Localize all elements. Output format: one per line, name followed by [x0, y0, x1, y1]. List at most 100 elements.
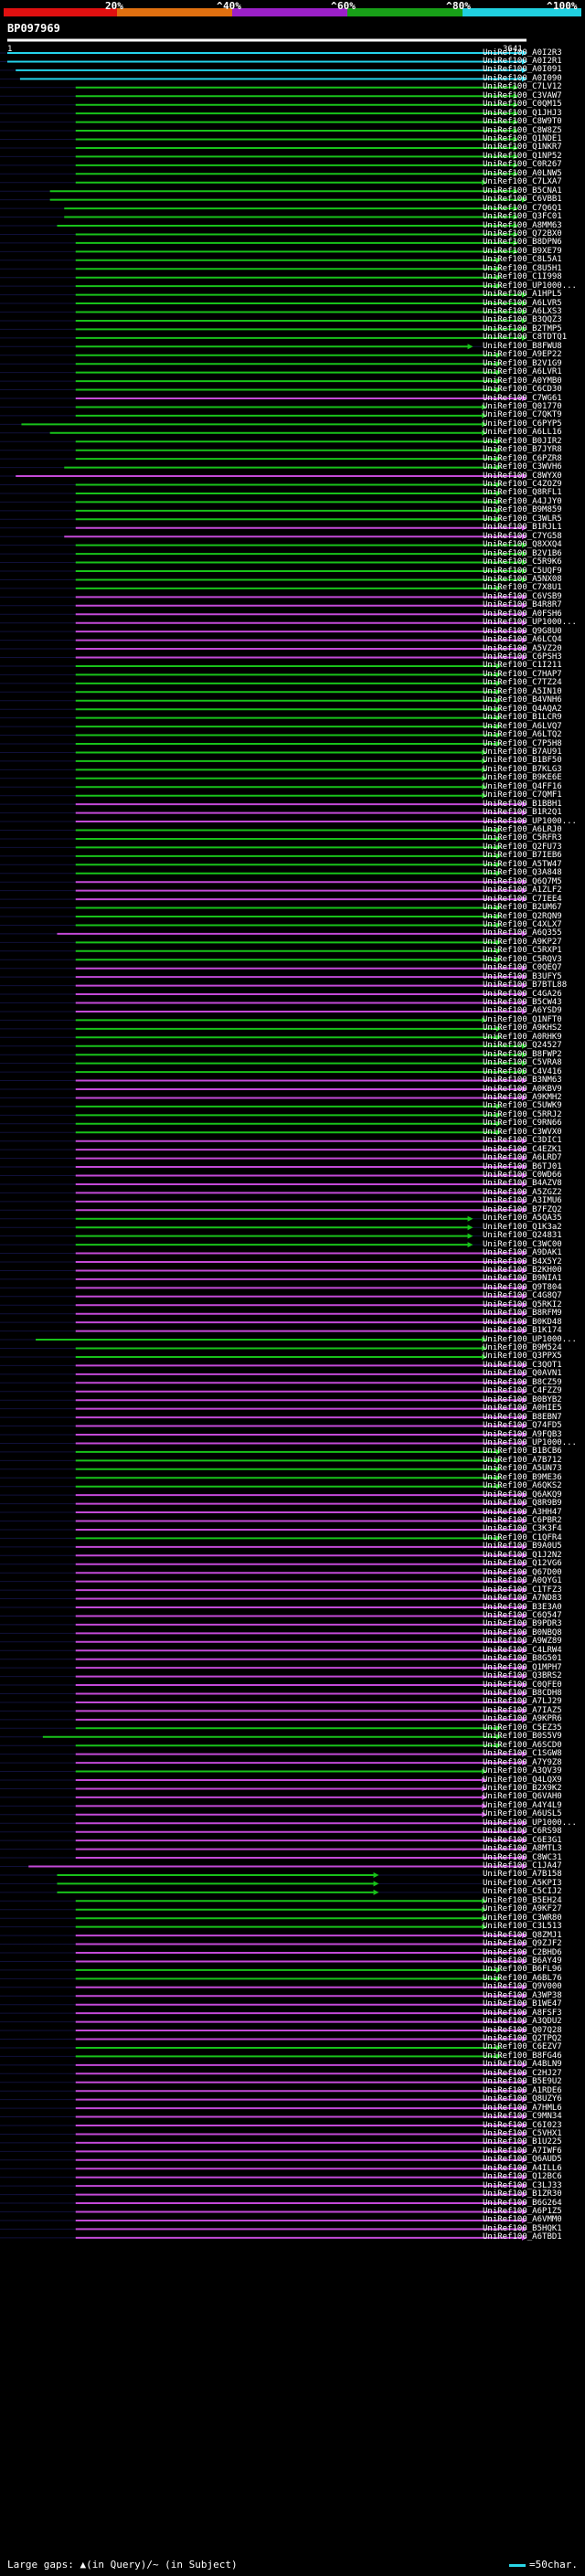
hit-label[interactable]: UniRef100_B5HQK1: [483, 2223, 562, 2233]
hit-label[interactable]: UniRef100_A9DAK1: [483, 1248, 562, 1258]
hit-label[interactable]: UniRef100_A9KF27: [483, 1904, 562, 1914]
hit-label[interactable]: UniRef100_C5VRA8: [483, 1058, 562, 1068]
hit-label[interactable]: UniRef100_A0I091: [483, 65, 562, 75]
hit-label[interactable]: UniRef100_Q1NDE1: [483, 134, 562, 143]
hit-label[interactable]: UniRef100_A3QDU2: [483, 2017, 562, 2027]
hit-label[interactable]: UniRef100_C8U5H1: [483, 263, 562, 273]
hit-label[interactable]: UniRef100_C6RS98: [483, 1827, 562, 1837]
hit-label[interactable]: UniRef100_A0LNW5: [483, 168, 562, 178]
hit-label[interactable]: UniRef100_B1WE47: [483, 1999, 562, 2009]
hit-label[interactable]: UniRef100_C0QEQ7: [483, 963, 562, 973]
hit-label[interactable]: UniRef100_C4LRW4: [483, 1645, 562, 1655]
hit-label[interactable]: UniRef100_C0R267: [483, 160, 562, 170]
hit-label[interactable]: UniRef100_B7JYR8: [483, 445, 562, 455]
hit-label[interactable]: UniRef100_Q1NKR7: [483, 143, 562, 153]
hit-label[interactable]: UniRef100_A6Q355: [483, 928, 562, 938]
hit-label[interactable]: UniRef100_A3QV39: [483, 1766, 562, 1776]
hit-label[interactable]: UniRef100_B2V1G9: [483, 358, 562, 368]
hit-label[interactable]: UniRef100_Q07Q28: [483, 2025, 562, 2035]
hit-label[interactable]: UniRef100_C7HAP7: [483, 669, 562, 679]
hit-label[interactable]: UniRef100_C3WVX0: [483, 1127, 562, 1137]
hit-label[interactable]: UniRef100_C0QFE0: [483, 1680, 562, 1690]
hit-label[interactable]: UniRef100_B3E3A0: [483, 1602, 562, 1612]
hit-label[interactable]: UniRef100_B9KE6E: [483, 773, 562, 783]
hit-label[interactable]: UniRef100_A5IN10: [483, 686, 562, 696]
hit-label[interactable]: UniRef100_A0HIE5: [483, 1404, 562, 1414]
hit-label[interactable]: UniRef100_C2HJ27: [483, 2068, 562, 2078]
hit-label[interactable]: UniRef100_B1BF50: [483, 756, 562, 766]
hit-label[interactable]: UniRef100_A0YMB0: [483, 376, 562, 386]
hit-label[interactable]: UniRef100_A6LL16: [483, 428, 562, 438]
hit-label[interactable]: UniRef100_B8FWU8: [483, 341, 562, 351]
hit-label[interactable]: UniRef100_A6LCQ4: [483, 635, 562, 645]
hit-label[interactable]: UniRef100_A0KBV9: [483, 1084, 562, 1094]
hit-label[interactable]: UniRef100_A6LTQ2: [483, 730, 562, 740]
hit-label[interactable]: UniRef100_B9ME36: [483, 1472, 562, 1482]
hit-label[interactable]: UniRef100_C9RN66: [483, 1118, 562, 1129]
hit-label[interactable]: UniRef100_Q8R9B9: [483, 1499, 562, 1509]
hit-label[interactable]: UniRef100_A5KPI3: [483, 1878, 562, 1888]
hit-label[interactable]: UniRef100_C6PYP5: [483, 419, 562, 429]
hit-label[interactable]: UniRef100_C7YG58: [483, 531, 562, 541]
hit-label[interactable]: UniRef100_C8L5A1: [483, 255, 562, 265]
hit-label[interactable]: UniRef100_C7LV12: [483, 82, 562, 92]
hit-label[interactable]: UniRef100_C1I211: [483, 661, 562, 671]
hit-label[interactable]: UniRef100_UP1000...: [483, 816, 577, 826]
hit-label[interactable]: UniRef100_A9KHS2: [483, 1023, 562, 1034]
hit-label[interactable]: UniRef100_C7Q6Q1: [483, 203, 562, 213]
hit-label[interactable]: UniRef100_Q9V000: [483, 1982, 562, 1992]
hit-label[interactable]: UniRef100_B2V1B6: [483, 548, 562, 558]
hit-label[interactable]: UniRef100_A0FSH6: [483, 609, 562, 619]
hit-label[interactable]: UniRef100_Q2TPQ2: [483, 2034, 562, 2043]
hit-label[interactable]: UniRef100_C3WLR5: [483, 514, 562, 524]
hit-label[interactable]: UniRef100_A7LJ29: [483, 1697, 562, 1707]
hit-label[interactable]: UniRef100_B1LCR9: [483, 713, 562, 723]
hit-label[interactable]: UniRef100_B3UFY5: [483, 971, 562, 981]
hit-label[interactable]: UniRef100_B2X9K2: [483, 1783, 562, 1793]
hit-label[interactable]: UniRef100_Q6AKQ9: [483, 1489, 562, 1500]
hit-label[interactable]: UniRef100_Q1J2N2: [483, 1550, 562, 1560]
hit-label[interactable]: UniRef100_A9KMH2: [483, 1092, 562, 1102]
hit-label[interactable]: UniRef100_C2BHD6: [483, 1947, 562, 1957]
hit-label[interactable]: UniRef100_UP1000...: [483, 281, 577, 291]
hit-label[interactable]: UniRef100_UP1000...: [483, 1334, 577, 1344]
hit-label[interactable]: UniRef100_C3WR80: [483, 1913, 562, 1923]
hit-label[interactable]: UniRef100_Q12BC6: [483, 2172, 562, 2182]
hit-label[interactable]: UniRef100_A0I090: [483, 73, 562, 83]
hit-label[interactable]: UniRef100_C4XLX7: [483, 919, 562, 929]
hit-label[interactable]: UniRef100_C6VSB9: [483, 591, 562, 601]
hit-label[interactable]: UniRef100_C0WD66: [483, 1171, 562, 1180]
hit-label[interactable]: UniRef100_A7B158: [483, 1870, 562, 1880]
hit-label[interactable]: UniRef100_A5NX08: [483, 574, 562, 584]
hit-label[interactable]: UniRef100_C3K3F4: [483, 1524, 562, 1534]
hit-label[interactable]: UniRef100_A9FQB3: [483, 1429, 562, 1439]
hit-label[interactable]: UniRef100_Q8ZMJ1: [483, 1930, 562, 1940]
hit-label[interactable]: UniRef100_C8W8Z5: [483, 125, 562, 135]
hit-label[interactable]: UniRef100_B8FG46: [483, 2051, 562, 2061]
hit-label[interactable]: UniRef100_B0JIR2: [483, 436, 562, 446]
hit-label[interactable]: UniRef100_A1ZLF2: [483, 885, 562, 896]
hit-label[interactable]: UniRef100_B3QQZ3: [483, 315, 562, 325]
hit-label[interactable]: UniRef100_C3VAW7: [483, 90, 562, 101]
hit-label[interactable]: UniRef100_C3L513: [483, 1922, 562, 1932]
hit-label[interactable]: UniRef100_A0QYG1: [483, 1576, 562, 1586]
hit-label[interactable]: UniRef100_B9M524: [483, 1343, 562, 1352]
hit-label[interactable]: UniRef100_UP1000...: [483, 618, 577, 628]
hit-label[interactable]: UniRef100_Q0AVN1: [483, 1369, 562, 1379]
hit-label[interactable]: UniRef100_Q4AQA2: [483, 704, 562, 714]
hit-label[interactable]: UniRef100_A7B712: [483, 1455, 562, 1465]
hit-label[interactable]: UniRef100_Q8UZY6: [483, 2094, 562, 2104]
hit-label[interactable]: UniRef100_C6VBB1: [483, 195, 562, 205]
hit-label[interactable]: UniRef100_B8CZ59: [483, 1377, 562, 1387]
hit-label[interactable]: UniRef100_A6QKS2: [483, 1481, 562, 1491]
hit-label[interactable]: UniRef100_Q3PPX5: [483, 1352, 562, 1362]
hit-label[interactable]: UniRef100_A6LVR5: [483, 298, 562, 308]
hit-label[interactable]: UniRef100_C7IEE4: [483, 894, 562, 904]
hit-label[interactable]: UniRef100_A5VZ20: [483, 643, 562, 653]
hit-label[interactable]: UniRef100_Q4LQX9: [483, 1775, 562, 1785]
hit-label[interactable]: UniRef100_A0RHK9: [483, 1032, 562, 1042]
hit-label[interactable]: UniRef100_B4VNH6: [483, 695, 562, 705]
hit-label[interactable]: UniRef100_A5TW47: [483, 859, 562, 869]
hit-label[interactable]: UniRef100_C3LJ33: [483, 2180, 562, 2190]
hit-label[interactable]: UniRef100_A6P1Z5: [483, 2207, 562, 2216]
